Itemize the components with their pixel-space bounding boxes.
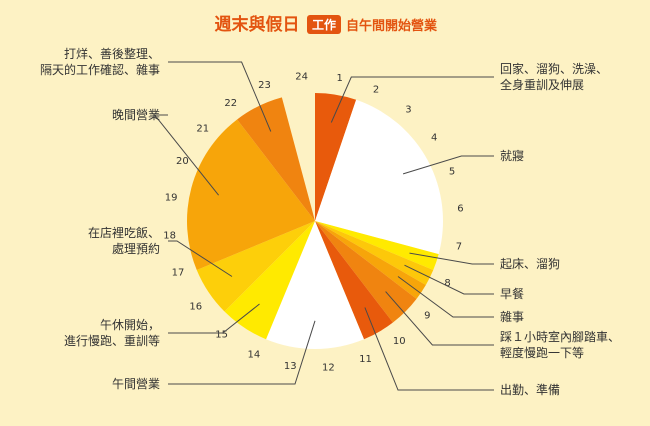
callout-line [402,155,494,175]
hour-tick-label: 2 [373,84,379,95]
slice-label: 起床、溜狗 [500,256,560,271]
pie-slice [315,93,357,221]
slice-label: 回家、溜狗、洗澡、 [500,61,608,76]
callout-line [364,307,494,391]
slice-label: 隔天的工作確認、雜事 [40,62,160,77]
callout-line [409,252,494,265]
slice-label: 出勤、準備 [500,382,560,397]
pie-slice [266,221,364,350]
slice-label: 踩１小時室內腳踏車、 [500,329,620,344]
hour-tick-label: 23 [258,80,271,91]
slice-label: 輕度慢跑一下等 [500,345,584,360]
hour-tick-label: 11 [359,354,372,365]
hour-tick-label: 16 [189,301,202,312]
hour-tick-label: 10 [393,336,406,347]
hour-tick-label: 5 [449,167,455,178]
hour-tick-label: 13 [284,361,297,372]
hour-tick-label: 3 [405,105,411,116]
slice-label: 全身重訓及伸展 [500,77,584,92]
pie-slices [186,93,444,350]
chart-title: 週末與假日 [215,14,300,35]
hour-tick-label: 1 [337,73,343,84]
chart-subtitle: 自午間開始營業 [346,18,438,34]
pie-slice [315,221,417,323]
hour-tick-label: 4 [431,133,437,144]
pie-slice [315,221,434,285]
callout-line [404,264,494,295]
hour-tick-label: 22 [224,98,237,109]
hour-tick-label: 15 [215,329,228,340]
callout-line [397,276,494,318]
slice-labels: 回家、溜狗、洗澡、全身重訓及伸展就寢起床、溜狗早餐雜事踩１小時室內腳踏車、輕度慢… [40,46,620,397]
slice-label: 午休開始， [100,318,160,332]
hour-tick-label: 7 [456,242,462,253]
hour-tick-label: 14 [248,350,261,361]
callout-line [168,303,260,334]
slice-label: 處理預約 [112,241,160,256]
pie-slice [315,221,439,270]
pie-slice [315,221,393,340]
title-badge: 工作 [312,17,336,32]
slice-label: 午間營業 [112,377,160,391]
callout-line [385,291,494,346]
slice-label: 進行慢跑、重訓等 [64,333,160,348]
slice-label: 就寢 [500,148,524,163]
callout-line [168,240,233,277]
callout-line [153,114,219,196]
pie-slice [315,99,444,255]
callout-line [168,61,272,132]
hour-tick-label: 6 [457,204,463,215]
hour-tick-label: 9 [424,310,430,321]
callout-lines [153,61,494,391]
callout-line [330,76,494,123]
hour-tick-label: 20 [176,156,189,167]
hour-tick-label: 18 [163,230,176,241]
slice-label: 在店裡吃飯、 [88,225,160,240]
pie-slice [196,221,315,312]
callout-line [168,320,316,385]
slice-label: 打烊、善後整理、 [64,46,160,61]
pie-slice [237,97,315,221]
title-badge-bg [307,15,341,34]
pie-slice [186,119,315,270]
hour-tick-label: 8 [444,278,450,289]
hour-tick-label: 21 [196,124,209,135]
hour-tick-label: 17 [172,268,185,279]
pie-slice [224,221,315,340]
pie-slice [315,221,426,299]
hour-tick-label: 24 [295,72,308,83]
hour-tick-label: 19 [165,192,178,203]
slice-label: 雜事 [500,309,524,324]
slice-label: 早餐 [500,286,524,301]
slice-label: 晚間營業 [112,108,160,122]
hour-tick-label: 12 [322,362,335,373]
